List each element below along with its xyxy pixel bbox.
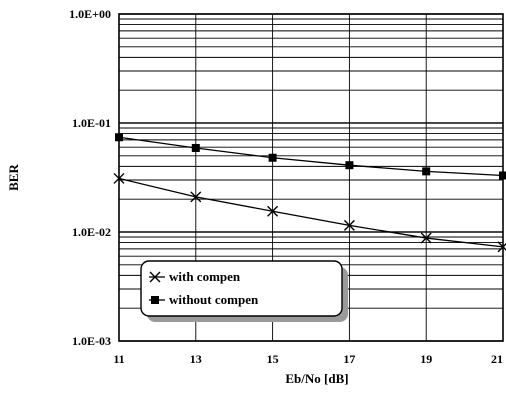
- data-point-square: [422, 167, 431, 176]
- y-tick-label: 1.0E-02: [72, 225, 111, 239]
- data-point-x: [267, 205, 279, 217]
- x-marker-stroke: [113, 172, 125, 184]
- y-axis-ticks: 1.0E+00 1.0E-01 1.0E-02 1.0E-03: [69, 7, 111, 348]
- data-point-square: [115, 133, 123, 142]
- legend-label: without compen: [169, 292, 259, 307]
- data-point-square: [191, 143, 200, 152]
- x-axis-ticks: 11 13 15 17 19 21: [113, 352, 503, 366]
- data-point-square: [499, 171, 506, 180]
- x-marker-stroke: [149, 271, 161, 283]
- data-point-x: [420, 232, 432, 244]
- x-tick-label: 15: [267, 352, 279, 366]
- data-point-x: [343, 219, 355, 231]
- x-axis-label: Eb/No [dB]: [285, 371, 348, 386]
- data-point-x: [190, 191, 202, 203]
- series-with-compen: [113, 172, 506, 253]
- data-point-x: [113, 172, 125, 184]
- legend: with compen without compen: [140, 260, 348, 322]
- x-tick-label: 11: [113, 352, 124, 366]
- x-tick-label: 19: [420, 352, 432, 366]
- x-tick-label: 21: [491, 352, 503, 366]
- x-marker-stroke: [343, 219, 355, 231]
- x-marker-stroke: [420, 232, 432, 244]
- legend-label: with compen: [169, 269, 241, 284]
- data-point-square: [345, 161, 354, 170]
- series-line: [118, 177, 504, 248]
- x-tick-label: 13: [190, 352, 202, 366]
- y-axis-label: BER: [6, 164, 21, 191]
- series-layer: [113, 133, 506, 253]
- data-point-x: [497, 241, 506, 253]
- series-without-compen: [115, 133, 506, 180]
- y-tick-label: 1.0E+00: [69, 7, 111, 21]
- x-tick-label: 17: [343, 352, 355, 366]
- grid-lines: [118, 13, 504, 342]
- data-point-square: [151, 296, 159, 304]
- x-marker-stroke: [190, 191, 202, 203]
- x-marker-stroke: [497, 242, 506, 253]
- data-point-x: [149, 271, 161, 283]
- legend-box: [140, 260, 343, 317]
- y-tick-label: 1.0E-03: [72, 334, 111, 348]
- series-line: [118, 136, 504, 177]
- data-point-square: [268, 153, 277, 162]
- y-tick-label: 1.0E-01: [72, 116, 111, 130]
- x-marker-stroke: [267, 205, 279, 217]
